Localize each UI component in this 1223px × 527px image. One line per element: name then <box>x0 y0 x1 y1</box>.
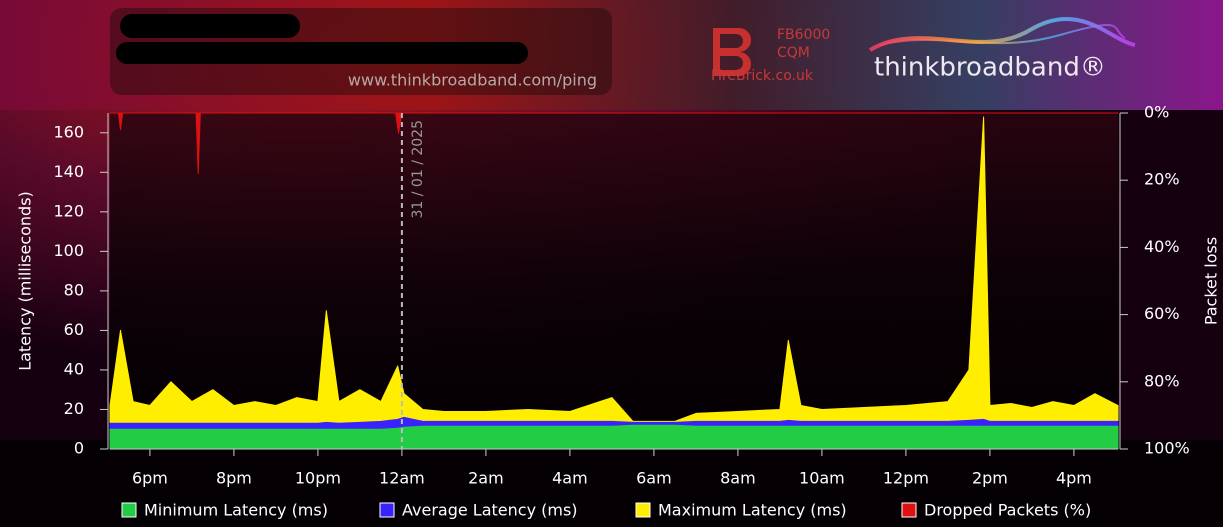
legend-swatch <box>635 502 651 518</box>
x-tick-label: 2pm <box>972 469 1008 488</box>
y2-tick-label: 40% <box>1144 237 1180 256</box>
x-tick-label: 12am <box>379 469 425 488</box>
legend-item: Dropped Packets (%) <box>901 501 1091 520</box>
y-tick-label: 100 <box>53 241 84 260</box>
redaction <box>116 42 528 64</box>
legend-label: Average Latency (ms) <box>402 501 578 520</box>
sponsor-model: FB6000 <box>777 27 830 43</box>
y-tick-label: 60 <box>64 320 84 339</box>
date-label: 31 / 01 / 2025 <box>410 120 426 219</box>
legend-swatch <box>121 502 137 518</box>
y-axis-title: Latency (milliseconds) <box>16 191 35 371</box>
sponsor-product: CQM <box>777 45 810 61</box>
brand-logo: thinkbroadband® <box>868 16 1136 83</box>
logo-text: thinkbroadband® <box>874 53 1106 83</box>
y2-tick-label: 100% <box>1144 439 1190 458</box>
y-tick-label: 40 <box>64 359 84 378</box>
x-tick-label: 10pm <box>295 469 341 488</box>
x-tick-label: 8pm <box>216 469 252 488</box>
legend-label: Maximum Latency (ms) <box>658 501 847 520</box>
sponsor-logo: FB6000 CQM FireBrick.co.uk <box>711 27 830 84</box>
footer-shade <box>0 440 1223 527</box>
series-area <box>109 116 1119 450</box>
y2-axis-title: Packet loss <box>1202 237 1221 325</box>
series-area <box>109 424 1119 450</box>
y-tick-label: 0 <box>74 439 84 458</box>
x-tick-label: 6pm <box>132 469 168 488</box>
x-tick-label: 12pm <box>883 469 929 488</box>
legend-swatch <box>901 502 917 518</box>
sponsor-mark <box>713 28 751 76</box>
legend-label: Dropped Packets (%) <box>924 501 1091 520</box>
header-url: www.thinkbroadband.com/ping <box>348 71 597 90</box>
logo-swirl <box>879 24 1126 46</box>
x-tick-label: 2am <box>468 469 504 488</box>
x-tick-label: 4pm <box>1056 469 1092 488</box>
legend-item: Maximum Latency (ms) <box>635 501 847 520</box>
y-tick-label: 160 <box>53 122 84 141</box>
legend-item: Average Latency (ms) <box>379 501 578 520</box>
y2-tick-label: 20% <box>1144 170 1180 189</box>
legend-swatch <box>379 502 395 518</box>
sponsor-site: FireBrick.co.uk <box>711 68 814 84</box>
x-tick-label: 8am <box>720 469 756 488</box>
y-tick-label: 20 <box>64 399 84 418</box>
y2-tick-label: 80% <box>1144 371 1180 390</box>
y-tick-label: 80 <box>64 280 84 299</box>
y2-tick-label: 60% <box>1144 304 1180 323</box>
x-tick-label: 6am <box>636 469 672 488</box>
legend-label: Minimum Latency (ms) <box>144 501 328 520</box>
x-tick-label: 4am <box>552 469 588 488</box>
legend-item: Minimum Latency (ms) <box>121 501 328 520</box>
y-tick-label: 140 <box>53 162 84 181</box>
y2-tick-label: 0% <box>1144 103 1169 122</box>
series-area <box>109 112 1119 174</box>
redaction <box>120 14 300 38</box>
y-tick-label: 120 <box>53 201 84 220</box>
logo-swirl <box>868 16 1136 52</box>
x-tick-label: 10am <box>799 469 845 488</box>
plot-background <box>110 113 1118 449</box>
